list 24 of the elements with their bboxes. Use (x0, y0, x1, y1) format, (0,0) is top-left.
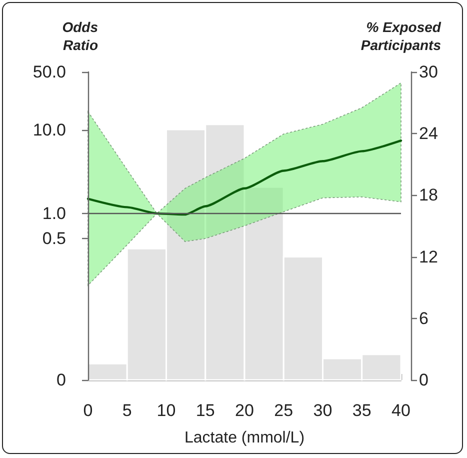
y-tick-label: 0 (56, 370, 66, 390)
x-tick-label: 10 (156, 401, 176, 420)
y2-tick-label: 18 (419, 186, 438, 205)
x-axis-title: Lactate (mmol/L) (184, 430, 305, 446)
y2-tick-label: 0 (419, 370, 428, 390)
x-tick-label: 0 (83, 401, 93, 420)
x-tick-label: 35 (352, 401, 372, 420)
x-tick-label: 25 (274, 401, 294, 420)
y-tick-label: 0.5 (42, 229, 66, 248)
x-tick-label: 20 (235, 401, 254, 420)
y2-tick-label: 12 (419, 247, 438, 266)
x-tick-label: 30 (313, 401, 332, 420)
y-tick-label: 10.0 (32, 120, 66, 140)
y2-tick-label: 24 (419, 124, 438, 144)
line-series (86, 140, 402, 216)
x-tick-label: 15 (196, 401, 215, 420)
x-tick-label: 5 (122, 401, 132, 420)
y2-tick-label: 30 (419, 62, 438, 82)
y2-tick-label: 6 (419, 308, 428, 328)
y-tick-label: 1.0 (42, 204, 66, 223)
y2-axis-title: % Exposed Participants (360, 19, 442, 53)
y-axis-title: Odds Ratio (62, 19, 98, 53)
y-tick-label: 50.0 (32, 62, 66, 82)
x-tick-label: 40 (392, 401, 410, 420)
